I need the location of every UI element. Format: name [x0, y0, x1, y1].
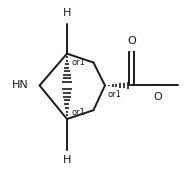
Text: or1: or1	[108, 90, 121, 99]
Text: O: O	[127, 36, 136, 46]
Text: O: O	[154, 92, 162, 102]
Text: H: H	[63, 8, 71, 18]
Text: or1: or1	[71, 108, 85, 117]
Text: or1: or1	[71, 58, 85, 67]
Text: HN: HN	[12, 80, 29, 90]
Text: H: H	[63, 155, 71, 165]
